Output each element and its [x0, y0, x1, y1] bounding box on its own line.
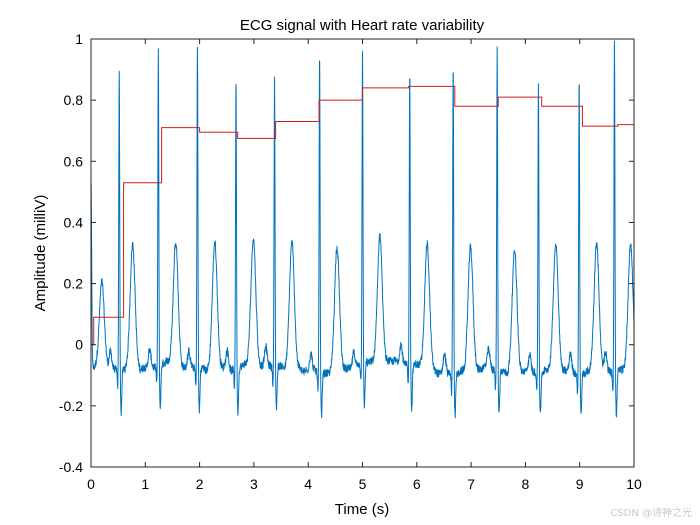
x-tick-label: 1: [141, 476, 149, 492]
y-tick-label: -0.4: [59, 459, 83, 475]
x-tick-label: 2: [196, 476, 204, 492]
x-axis: 0 1 2 3 4 5 6 7 8 9 10: [87, 39, 642, 492]
plot-area: [90, 38, 635, 468]
y-axis: -0.4 -0.2 0 0.2 0.4 0.6 0.8 1: [59, 31, 634, 475]
x-tick-label: 10: [626, 476, 642, 492]
watermark: CSDN @诗神之光: [610, 508, 692, 519]
x-tick-label: 8: [522, 476, 530, 492]
x-axis-label: Time (s): [335, 501, 389, 518]
y-tick-label: 0.8: [64, 92, 84, 108]
y-tick-label: 0.4: [64, 214, 84, 230]
y-tick-label: 0.2: [64, 276, 84, 292]
ecg-signal-line: [90, 40, 635, 419]
y-tick-label: -0.2: [59, 398, 83, 414]
x-tick-label: 4: [304, 476, 312, 492]
x-tick-label: 0: [87, 476, 95, 492]
y-tick-label: 0: [75, 337, 83, 353]
y-axis-label: Amplitude (milliV): [32, 195, 49, 312]
x-tick-label: 7: [467, 476, 475, 492]
x-tick-label: 5: [359, 476, 367, 492]
series-layer: [90, 40, 635, 419]
heart-rate-step-line: [91, 85, 634, 346]
x-tick-label: 3: [250, 476, 258, 492]
x-tick-label: 6: [413, 476, 421, 492]
chart-title: ECG signal with Heart rate variability: [240, 17, 485, 34]
y-tick-label: 0.6: [64, 153, 84, 169]
y-tick-label: 1: [75, 31, 83, 47]
x-tick-label: 9: [576, 476, 584, 492]
